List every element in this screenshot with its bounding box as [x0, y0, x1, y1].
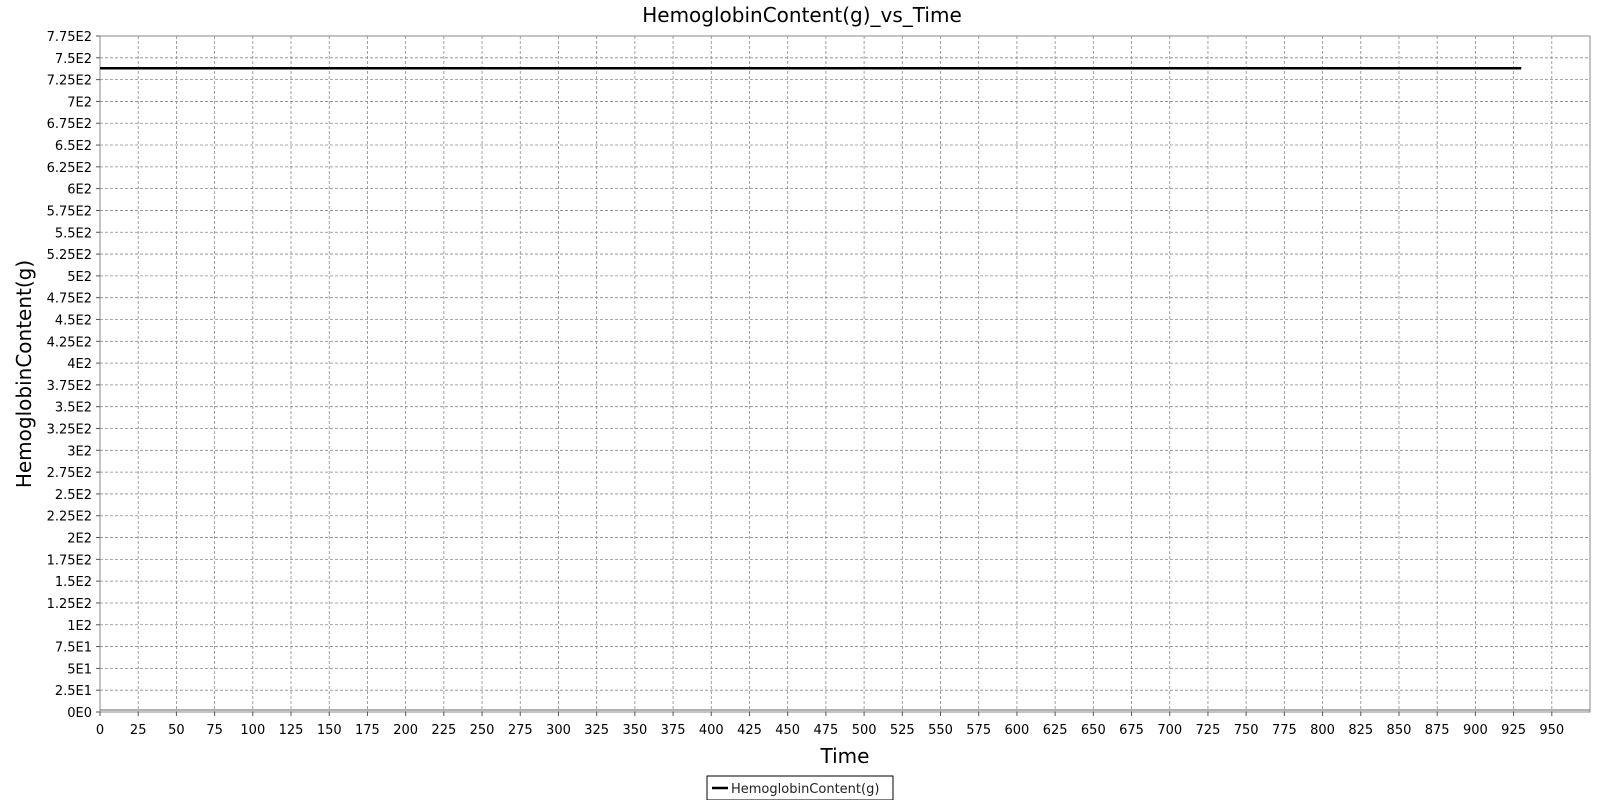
x-tick-label: 150: [317, 723, 342, 738]
legend: HemoglobinContent(g): [706, 775, 894, 800]
x-tick-label: 325: [584, 723, 609, 738]
x-tick-label: 925: [1501, 723, 1526, 738]
y-tick-label: 2.75E2: [47, 466, 92, 481]
x-tick-label: 725: [1196, 723, 1221, 738]
chart-title: HemoglobinContent(g)_vs_Time: [642, 3, 962, 27]
x-tick-label: 950: [1539, 723, 1564, 738]
x-tick-label: 50: [168, 723, 185, 738]
x-tick-label: 800: [1310, 723, 1335, 738]
y-tick-label: 5E2: [67, 270, 92, 285]
x-tick-label: 575: [966, 723, 991, 738]
y-tick-label: 7.25E2: [47, 74, 92, 89]
y-tick-label: 5.75E2: [47, 204, 92, 219]
x-tick-label: 300: [546, 723, 571, 738]
x-tick-label: 875: [1425, 723, 1450, 738]
plot-area: [99, 35, 1591, 713]
x-tick-label: 775: [1272, 723, 1297, 738]
x-tick-label: 225: [431, 723, 456, 738]
y-tick-label: 1.25E2: [47, 597, 92, 612]
y-tick-label: 1.75E2: [47, 553, 92, 568]
y-tick-label: 2E2: [67, 532, 92, 547]
x-tick-label: 475: [813, 723, 838, 738]
y-tick-label: 7E2: [67, 95, 92, 110]
x-tick-label: 250: [470, 723, 495, 738]
x-tick-label: 25: [130, 723, 147, 738]
y-tick-label: 3.5E2: [55, 401, 92, 416]
y-tick-label: 6.75E2: [47, 117, 92, 132]
x-tick-label: 100: [240, 723, 265, 738]
x-tick-label: 750: [1234, 723, 1259, 738]
x-tick-label: 75: [206, 723, 223, 738]
y-tick-label: 4.75E2: [47, 292, 92, 307]
x-tick-label: 650: [1081, 723, 1106, 738]
x-tick-label: 550: [928, 723, 953, 738]
y-tick-label: 5.5E2: [55, 226, 92, 241]
x-tick-label: 525: [890, 723, 915, 738]
y-tick-label: 7.5E1: [55, 641, 92, 656]
x-tick-label: 350: [622, 723, 647, 738]
y-tick-label: 2.25E2: [47, 510, 92, 525]
legend-label: HemoglobinContent(g): [731, 782, 879, 797]
x-tick-label: 825: [1348, 723, 1373, 738]
grid: [99, 35, 1590, 713]
x-tick-label: 625: [1043, 723, 1068, 738]
y-tick-label: 7.75E2: [47, 30, 92, 45]
x-axis-label: Time: [820, 744, 870, 768]
x-tick-label: 275: [508, 723, 533, 738]
legend-frame: [706, 775, 894, 800]
x-tick-label: 600: [1005, 723, 1030, 738]
y-tick-label: 2.5E2: [55, 488, 92, 503]
x-tick-label: 450: [775, 723, 800, 738]
x-tick-label: 500: [852, 723, 877, 738]
y-tick-label: 3.25E2: [47, 423, 92, 438]
y-tick-label: 0E0: [67, 706, 92, 721]
x-tick-label: 400: [699, 723, 724, 738]
y-tick-label: 2.5E1: [55, 684, 92, 699]
x-axis-ticks: 0 25 50 75 100 125 150 175 200 225 250 275 300 325 350…: [96, 712, 1564, 738]
x-tick-label: 700: [1157, 723, 1182, 738]
y-tick-label: 5E1: [67, 662, 92, 677]
x-tick-label: 850: [1387, 723, 1412, 738]
x-tick-label: 425: [737, 723, 762, 738]
y-tick-label: 4E2: [67, 357, 92, 372]
y-tick-label: 4.5E2: [55, 313, 92, 328]
y-tick-label: 3.75E2: [47, 379, 92, 394]
y-tick-label: 1.5E2: [55, 575, 92, 590]
x-tick-label: 900: [1463, 723, 1488, 738]
y-tick-label: 5.25E2: [47, 248, 92, 263]
x-tick-label: 200: [393, 723, 418, 738]
y-tick-label: 3E2: [67, 444, 92, 459]
y-axis-ticks: 0E0 2.5E1 5E1 7.5E1 1E2 1.25E2 1.5E2 1.75E2 2E2 2…: [47, 30, 100, 721]
x-tick-label: 175: [355, 723, 380, 738]
y-tick-label: 6.5E2: [55, 139, 92, 154]
x-tick-label: 0: [96, 723, 104, 738]
x-tick-label: 375: [661, 723, 686, 738]
x-tick-label: 675: [1119, 723, 1144, 738]
y-tick-label: 7.5E2: [55, 52, 92, 67]
y-tick-label: 6E2: [67, 183, 92, 198]
x-tick-label: 125: [279, 723, 304, 738]
y-tick-label: 1E2: [67, 619, 92, 634]
y-tick-label: 4.25E2: [47, 335, 92, 350]
y-axis-label: HemoglobinContent(g): [12, 260, 36, 488]
y-tick-label: 6.25E2: [47, 161, 92, 176]
